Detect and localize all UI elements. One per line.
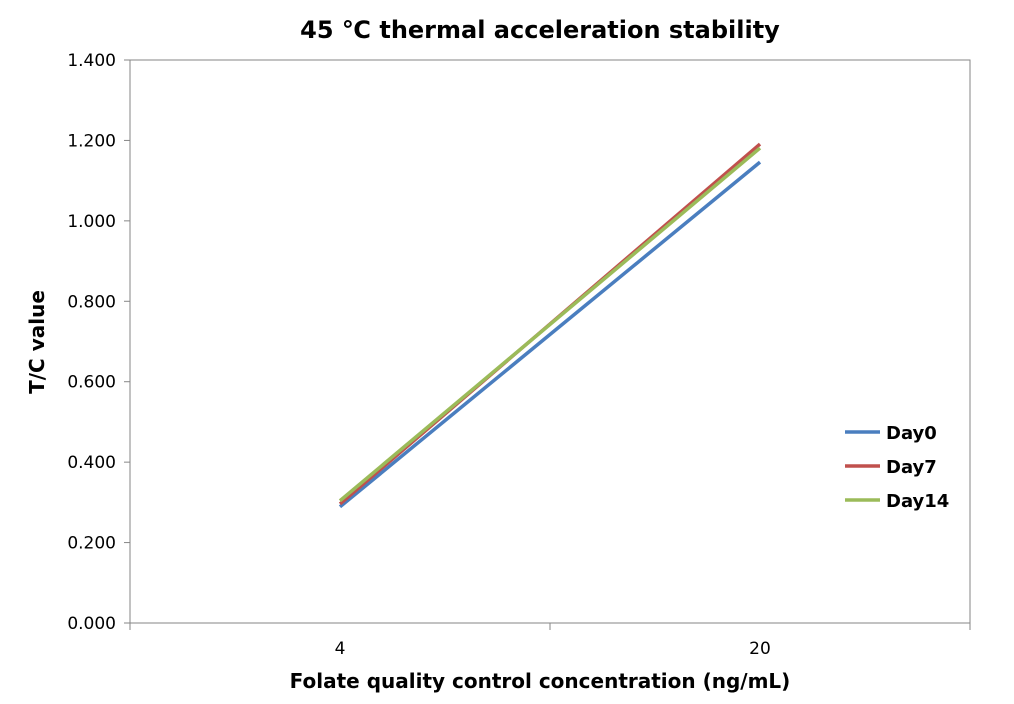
y-tick-label: 0.000 xyxy=(67,614,116,634)
y-tick-label: 0.200 xyxy=(67,534,116,554)
series-line-day0 xyxy=(338,160,762,509)
y-tick-label: 1.000 xyxy=(67,212,116,232)
x-axis-label: Folate quality control concentration (ng… xyxy=(290,669,791,693)
y-axis-label: T/C value xyxy=(25,290,49,394)
chart-title: 45 ℃ thermal acceleration stability xyxy=(300,16,780,44)
series-line-day14 xyxy=(338,146,762,503)
y-tick-label: 1.400 xyxy=(67,51,116,71)
x-tick-label: 4 xyxy=(335,639,346,659)
y-tick-label: 1.200 xyxy=(67,131,116,151)
legend-label-day14: Day14 xyxy=(886,491,949,512)
y-tick-label: 0.600 xyxy=(67,373,116,393)
x-tick-label: 20 xyxy=(749,639,771,659)
y-tick-label: 0.400 xyxy=(67,453,116,473)
legend-label-day0: Day0 xyxy=(886,423,937,444)
plot-area xyxy=(129,59,971,624)
y-tick-label: 0.800 xyxy=(67,292,116,312)
legend-label-day7: Day7 xyxy=(886,457,937,478)
